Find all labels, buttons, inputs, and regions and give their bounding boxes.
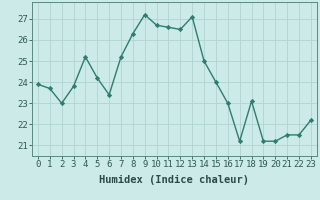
- X-axis label: Humidex (Indice chaleur): Humidex (Indice chaleur): [100, 175, 249, 185]
